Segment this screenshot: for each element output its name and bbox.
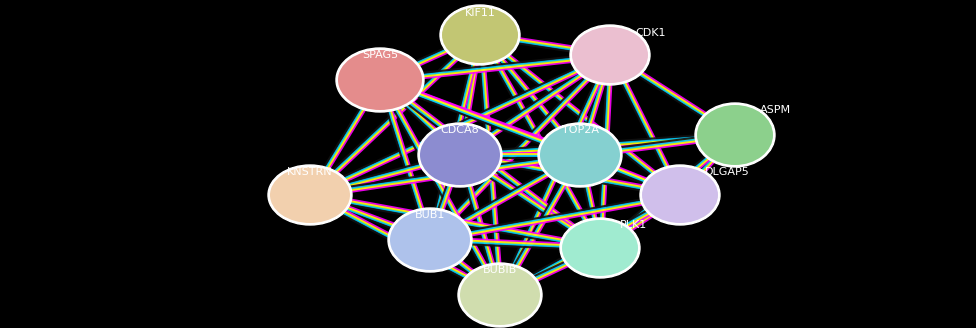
Ellipse shape	[538, 123, 622, 187]
Ellipse shape	[388, 208, 472, 272]
Ellipse shape	[562, 220, 638, 276]
Ellipse shape	[460, 265, 540, 325]
Text: TOP2A: TOP2A	[561, 125, 598, 135]
Text: KNSTRN: KNSTRN	[287, 167, 333, 177]
Ellipse shape	[442, 7, 518, 63]
Ellipse shape	[560, 218, 640, 278]
Text: CDK1: CDK1	[635, 28, 666, 38]
Ellipse shape	[270, 167, 350, 223]
Text: BUB1: BUB1	[415, 210, 445, 220]
Ellipse shape	[458, 263, 542, 327]
Ellipse shape	[420, 125, 500, 185]
Ellipse shape	[572, 27, 648, 83]
Ellipse shape	[338, 50, 422, 110]
Ellipse shape	[642, 167, 718, 223]
Text: SPAG5: SPAG5	[362, 50, 398, 60]
Ellipse shape	[336, 48, 424, 112]
Ellipse shape	[640, 165, 720, 225]
Ellipse shape	[695, 103, 775, 167]
Ellipse shape	[440, 5, 520, 65]
Ellipse shape	[540, 125, 620, 185]
Ellipse shape	[418, 123, 502, 187]
Ellipse shape	[268, 165, 352, 225]
Ellipse shape	[570, 25, 650, 85]
Text: DLGAP5: DLGAP5	[705, 167, 750, 177]
Text: BUBIB: BUBIB	[483, 265, 517, 275]
Ellipse shape	[697, 105, 773, 165]
Ellipse shape	[390, 210, 470, 270]
Text: PLK1: PLK1	[620, 220, 647, 230]
Text: CDCA8: CDCA8	[440, 125, 479, 135]
Text: ASPM: ASPM	[760, 105, 792, 115]
Text: KIF11: KIF11	[465, 8, 496, 18]
